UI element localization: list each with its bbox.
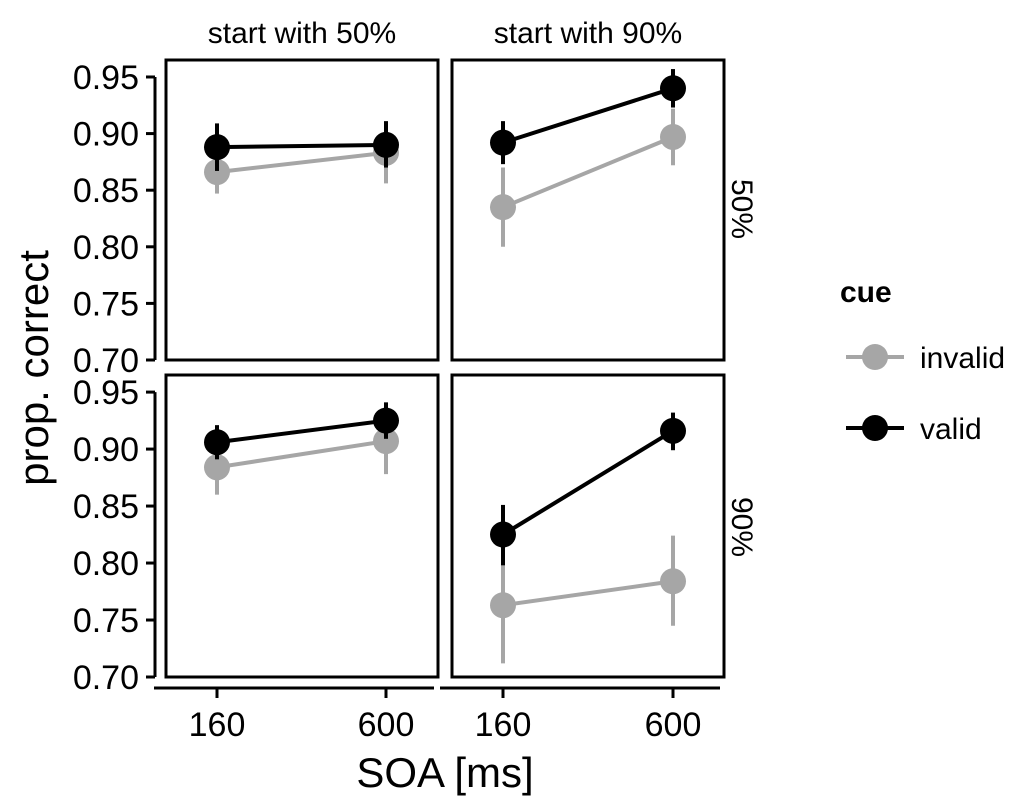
data-point-invalid: [660, 123, 686, 150]
x-axis-column-2: 160 600: [440, 686, 720, 744]
legend: cue invalid valid: [840, 276, 1005, 446]
strip-label-column-1: start with 50%: [208, 17, 396, 50]
y-tick-label: 0.70: [73, 342, 139, 380]
legend-entry-valid: valid: [846, 413, 982, 446]
data-point-invalid: [490, 194, 516, 221]
data-point-invalid: [204, 454, 230, 481]
panel-3: [164, 373, 440, 679]
x-axis-title: SOA [ms]: [356, 749, 533, 796]
legend-swatch-dot-invalid: [862, 344, 888, 370]
panel-frame: [164, 373, 440, 679]
strip-label-row-2: 90%: [725, 497, 758, 557]
panel-4: [450, 373, 726, 679]
series-line-invalid: [216, 439, 387, 470]
x-tick-label: 160: [189, 706, 246, 744]
data-point-invalid: [204, 159, 230, 186]
y-tick-label: 0.90: [73, 431, 139, 469]
y-tick-label: 0.85: [73, 172, 139, 210]
data-point-valid: [204, 429, 230, 456]
data-point-valid: [660, 417, 686, 444]
axes-layer: 0.700.750.800.850.900.950.700.750.800.85…: [73, 59, 720, 744]
data-point-valid: [204, 134, 230, 161]
series-line-invalid: [502, 579, 674, 608]
y-tick-label: 0.95: [73, 374, 139, 412]
series-valid: [204, 402, 399, 460]
data-point-valid: [660, 75, 686, 102]
panels-layer: [164, 58, 726, 679]
data-point-valid: [373, 131, 399, 158]
y-axis-row-2: 0.70 0.75 0.80 0.85 0.90 0.95: [73, 374, 157, 697]
panel-1: [164, 58, 440, 362]
series-line-invalid: [216, 150, 387, 175]
panel-frame: [450, 373, 726, 679]
x-tick-label: 600: [645, 706, 702, 744]
data-point-invalid: [373, 428, 399, 455]
data-point-invalid: [490, 592, 516, 619]
series-line-valid: [216, 142, 387, 150]
series-invalid: [490, 108, 686, 247]
series-line-valid: [502, 86, 674, 145]
series-line-valid: [216, 418, 387, 445]
y-tick-label: 0.80: [73, 229, 139, 267]
series-valid: [204, 121, 399, 171]
series-invalid: [490, 535, 686, 664]
y-tick-label: 0.75: [73, 602, 139, 640]
x-tick-label: 160: [475, 706, 532, 744]
legend-label-invalid: invalid: [920, 342, 1005, 375]
strip-label-column-2: start with 90%: [494, 17, 682, 50]
series-valid: [490, 69, 686, 165]
legend-title: cue: [840, 276, 892, 309]
x-tick-label: 600: [358, 706, 415, 744]
series-valid: [490, 412, 686, 566]
panel-2: [450, 58, 726, 362]
y-tick-label: 0.90: [73, 116, 139, 154]
y-axis-row-1: 0.70 0.75 0.80 0.85 0.90 0.95: [73, 59, 157, 380]
legend-swatch-dot-valid: [862, 415, 888, 441]
data-point-valid: [373, 407, 399, 434]
data-point-valid: [490, 521, 516, 548]
y-tick-label: 0.85: [73, 488, 139, 526]
legend-entry-invalid: invalid: [846, 342, 1005, 375]
series-invalid: [204, 409, 399, 495]
data-point-invalid: [660, 568, 686, 595]
series-line-invalid: [502, 135, 674, 210]
strip-label-row-1: 50%: [725, 179, 758, 239]
data-point-valid: [490, 129, 516, 156]
panel-frame: [164, 58, 440, 362]
series-line-valid: [501, 429, 675, 537]
legend-label-valid: valid: [920, 413, 982, 446]
y-axis-title: prop. correct: [10, 250, 57, 486]
y-tick-label: 0.70: [73, 659, 139, 697]
y-tick-label: 0.75: [73, 285, 139, 323]
x-axis-column-1: 160 600: [154, 686, 434, 744]
y-tick-label: 0.80: [73, 545, 139, 583]
y-tick-label: 0.95: [73, 59, 139, 97]
